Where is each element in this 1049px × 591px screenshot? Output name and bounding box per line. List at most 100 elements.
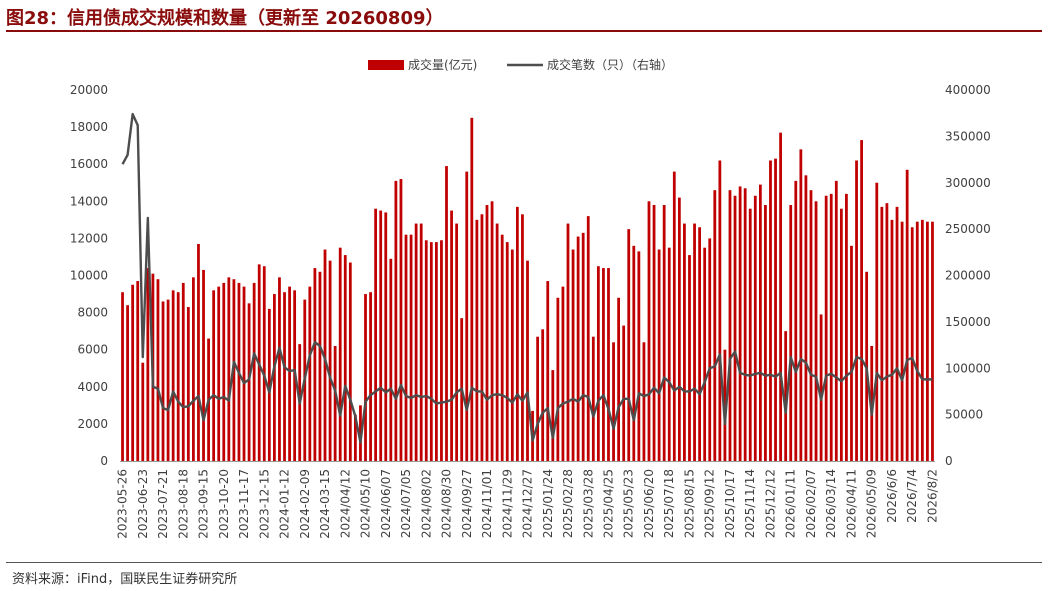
right-axis-tick-label: 250000 — [945, 222, 991, 236]
bar — [348, 262, 352, 461]
bar — [176, 292, 180, 461]
bar — [323, 249, 327, 461]
bar — [789, 205, 793, 461]
bar — [667, 247, 671, 461]
bar — [880, 206, 884, 461]
bar — [784, 331, 788, 461]
bar — [384, 212, 388, 461]
bar — [931, 221, 934, 461]
x-axis-tick-label: 2023-11-17 — [237, 469, 251, 539]
bar — [217, 286, 221, 461]
x-axis-tick-label: 2025/04/25 — [601, 469, 615, 538]
legend-swatch-bar — [368, 60, 404, 70]
bar — [556, 297, 560, 461]
bar — [586, 216, 590, 461]
bar — [450, 210, 453, 461]
bar — [156, 279, 160, 461]
bar — [222, 282, 226, 461]
x-axis-tick-label: 2025/07/18 — [662, 469, 676, 538]
bar — [617, 297, 621, 461]
legend: 成交量(亿元) 成交笔数（只）（右轴） — [368, 57, 673, 72]
bar — [581, 232, 585, 461]
bar — [612, 342, 615, 461]
x-axis-tick-label: 2024/11/29 — [500, 469, 514, 538]
x-axis-tick-label: 2025/01/24 — [541, 469, 555, 538]
bar — [546, 281, 550, 461]
right-axis: 0 50000 100000 150000 200000 250000 300000 3500… — [945, 83, 991, 468]
bar — [845, 193, 848, 461]
bar — [794, 180, 798, 461]
bar — [166, 299, 170, 461]
bar — [470, 117, 474, 461]
source-note: 资料来源：iFind，国联民生证券研究所 — [12, 572, 238, 587]
bar — [121, 292, 124, 461]
bar — [733, 195, 737, 462]
left-axis-tick-label: 2000 — [77, 417, 108, 431]
x-axis-tick-label: 2026/6/6 — [885, 469, 899, 523]
legend-label-bar: 成交量(亿元) — [408, 57, 477, 72]
x-axis-tick-label: 2025/12/12 — [763, 469, 777, 538]
bar — [926, 221, 929, 461]
bar — [819, 314, 823, 461]
bar — [374, 208, 378, 461]
right-axis-tick-label: 400000 — [945, 83, 991, 97]
bar — [247, 303, 251, 461]
bar — [551, 370, 555, 461]
bar — [672, 171, 676, 461]
bar-series — [121, 117, 934, 462]
bar — [920, 219, 924, 461]
bar — [647, 201, 651, 462]
bar — [915, 221, 919, 461]
bar — [627, 229, 631, 462]
x-axis-tick-label: 2025/05/23 — [622, 469, 636, 538]
title-rule — [6, 30, 1042, 32]
bar — [379, 210, 383, 461]
bar — [490, 201, 494, 462]
figure-title: 图28：信用债成交规模和数量（更新至 20260809） — [6, 8, 444, 29]
credit-bond-chart: 成交量(亿元) 成交笔数（只）（右轴） 0 2000 4000 6000 8000 1000… — [70, 57, 991, 539]
bar — [769, 160, 772, 461]
bar — [642, 342, 646, 461]
bar — [738, 186, 742, 461]
bar — [227, 277, 231, 461]
x-axis-tick-label: 2026/7/4 — [905, 469, 919, 523]
bar — [688, 255, 691, 461]
bar — [424, 240, 428, 461]
bar — [870, 345, 874, 461]
bar — [698, 227, 701, 461]
bar — [465, 171, 469, 461]
bar — [753, 195, 757, 462]
x-axis-tick-label: 2026/03/14 — [824, 469, 838, 538]
bar — [141, 362, 145, 461]
bar — [455, 223, 459, 461]
bar — [693, 223, 696, 461]
bar — [192, 277, 195, 461]
bar — [521, 214, 524, 461]
x-axis-tick-label: 2024/12/27 — [521, 469, 535, 538]
x-axis-tick-label: 2024-02-09 — [298, 469, 312, 539]
bar — [566, 223, 570, 461]
bar — [708, 238, 712, 461]
x-axis-tick-label: 2026/05/09 — [865, 469, 879, 538]
bar — [495, 223, 499, 461]
left-axis-tick-label: 18000 — [70, 120, 108, 134]
bar — [333, 345, 337, 461]
x-axis-tick-label: 2026/01/11 — [784, 469, 798, 538]
bar — [404, 234, 408, 461]
bar — [718, 160, 722, 461]
bar — [338, 247, 342, 461]
bar — [637, 251, 641, 461]
right-axis-tick-label: 200000 — [945, 269, 991, 283]
line-series — [121, 112, 933, 444]
bar — [662, 205, 666, 461]
bar — [900, 221, 904, 461]
bar — [652, 205, 656, 461]
bar — [126, 305, 129, 461]
bar — [445, 166, 448, 461]
bar — [434, 242, 438, 461]
bar — [834, 180, 838, 461]
x-axis-tick-label: 2026/8/2 — [925, 469, 939, 523]
bar — [576, 236, 580, 461]
left-axis-tick-label: 14000 — [70, 194, 108, 208]
x-axis-tick-label: 2024-03-15 — [318, 469, 332, 539]
